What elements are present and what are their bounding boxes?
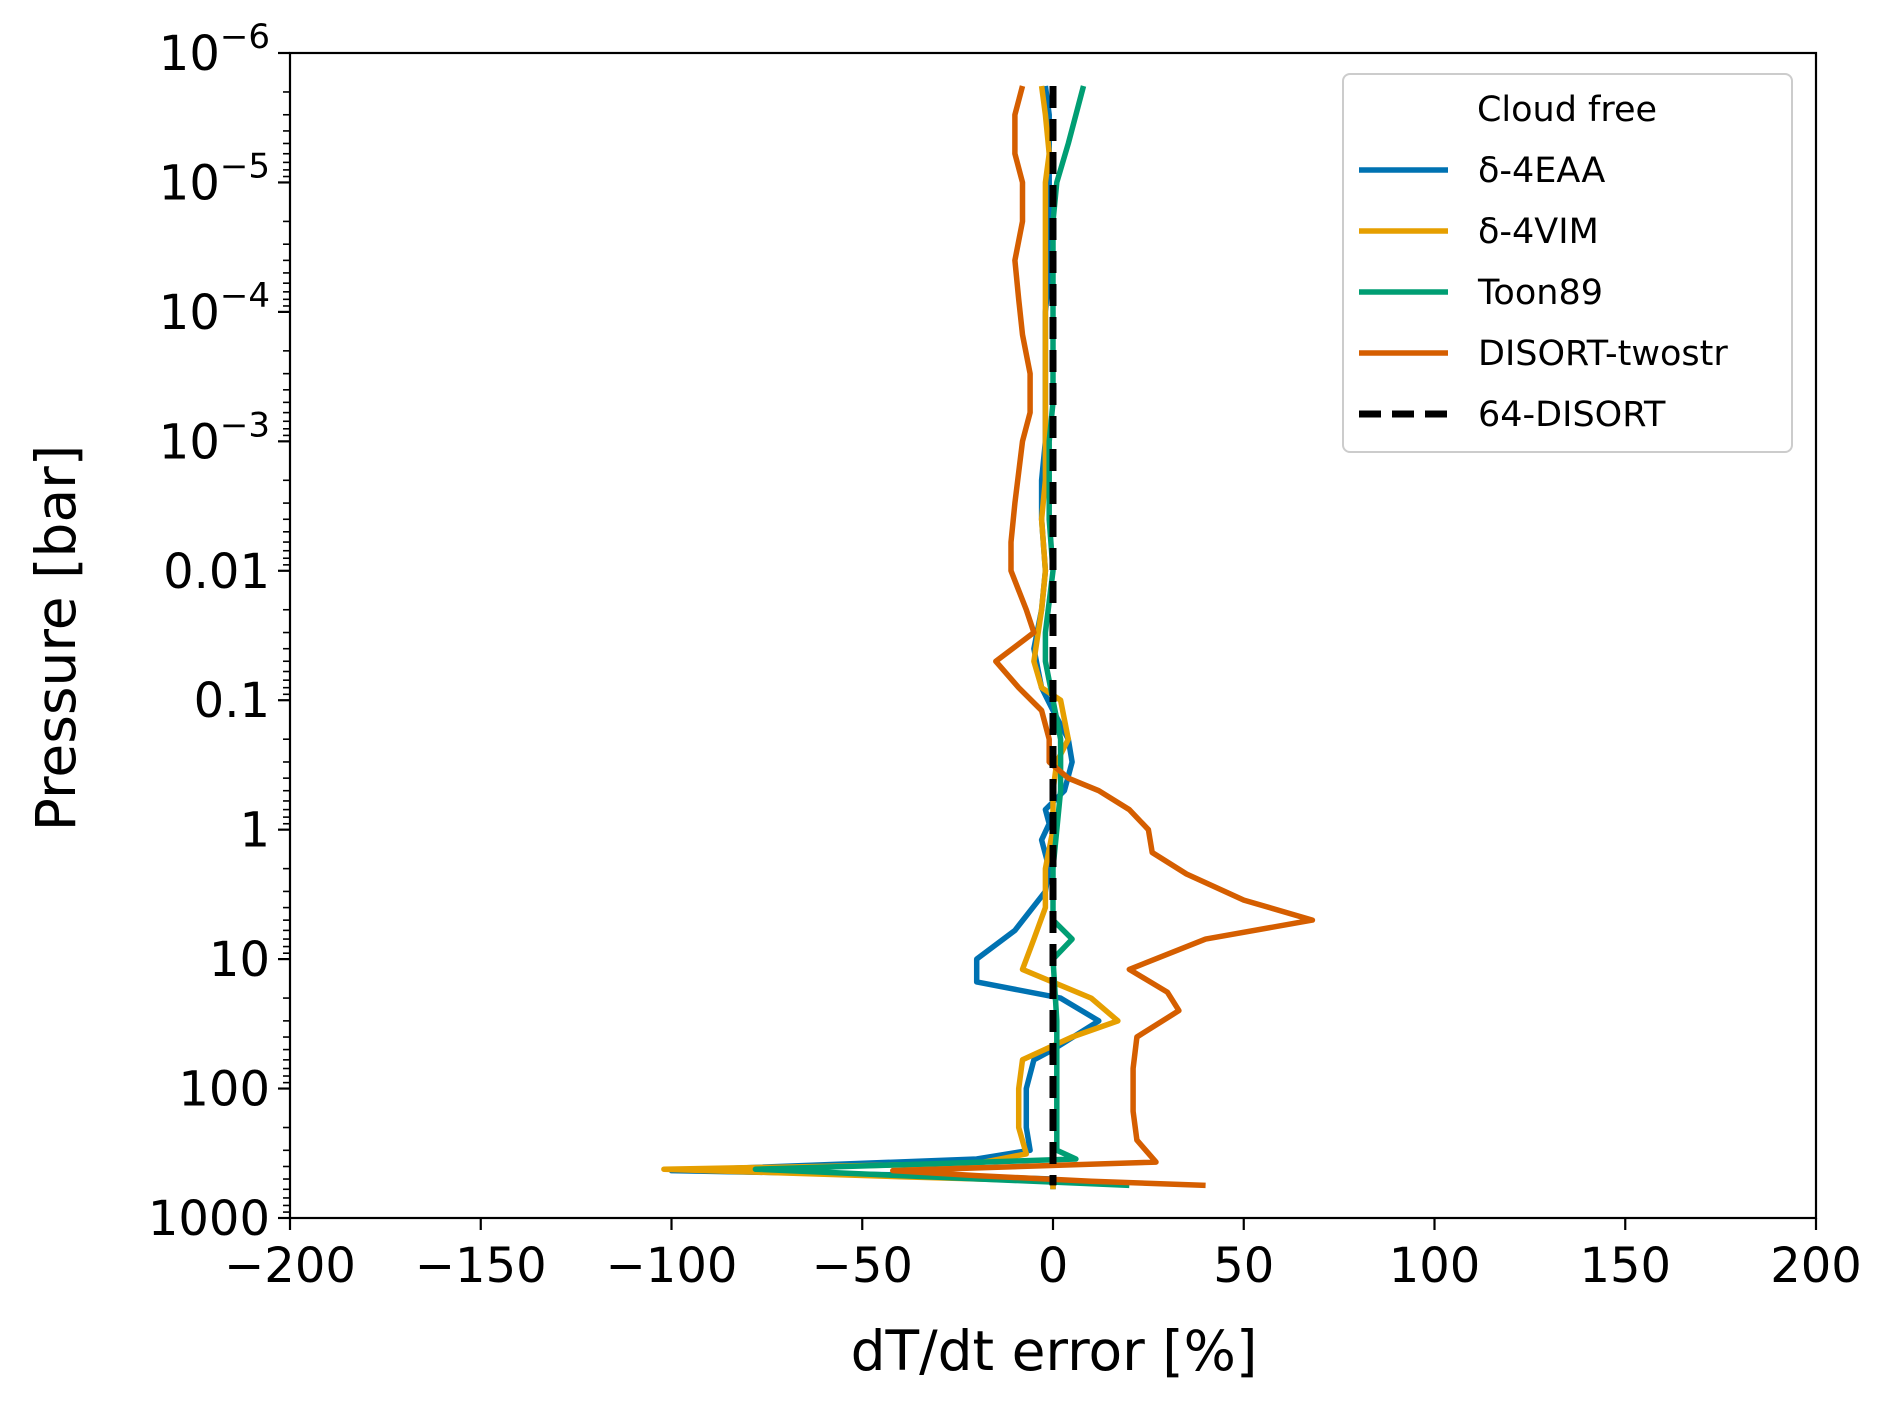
x-tick-label: 50 <box>1213 1238 1274 1294</box>
y-tick-label: 10 <box>209 932 270 988</box>
legend-label: Toon89 <box>1477 273 1603 313</box>
y-tick-base: 10 <box>159 26 220 82</box>
y-tick-exponent: −6 <box>220 17 270 57</box>
legend-label: DISORT-twostr <box>1478 334 1728 374</box>
x-tick-label: −150 <box>415 1238 547 1294</box>
y-tick-label: 1 <box>239 803 270 859</box>
y-tick-base: 10 <box>159 414 220 470</box>
legend: Cloud free δ-4EAA δ-4VIM Toon89 DISORT-twos… <box>1342 73 1793 453</box>
y-axis-label: Pressure [bar] <box>24 445 88 831</box>
y-tick-label: 0.01 <box>163 544 270 600</box>
y-tick-label: 10−5 <box>159 146 270 211</box>
legend-label: 64-DISORT <box>1478 395 1666 435</box>
x-tick-label: −100 <box>606 1238 738 1294</box>
x-tick-label: 200 <box>1770 1238 1862 1294</box>
legend-title: Cloud free <box>1477 90 1657 130</box>
legend-label: δ-4VIM <box>1478 212 1599 252</box>
y-tick-label: 10−3 <box>159 405 270 470</box>
x-tick-label: 100 <box>1389 1238 1481 1294</box>
x-ticks: −200 −150 −100 −50 0 50 100 150 200 <box>224 1218 1862 1294</box>
y-tick-exponent: −4 <box>220 276 270 316</box>
y-tick-base: 10 <box>159 285 220 341</box>
series-line-toon89 <box>752 85 1130 1189</box>
y-tick-label: 100 <box>178 1062 270 1118</box>
x-tick-label: −200 <box>224 1238 356 1294</box>
series-line-disort-twostr <box>890 85 1316 1189</box>
legend-label: δ-4EAA <box>1478 151 1605 191</box>
y-minor-ticks <box>283 91 290 1213</box>
legend-entries: δ-4EAA δ-4VIM Toon89 DISORT-twostr 64-DISORT <box>1359 151 1728 435</box>
x-tick-label: −50 <box>812 1238 913 1294</box>
y-tick-exponent: −5 <box>220 146 270 186</box>
y-tick-exponent: −3 <box>220 405 270 445</box>
x-axis-label: dT/dt error [%] <box>851 1319 1258 1383</box>
plot-frame <box>288 51 1818 1220</box>
y-tick-label: 10−4 <box>159 276 270 341</box>
y-tick-label: 10−6 <box>159 17 270 82</box>
y-tick-base: 10 <box>159 155 220 211</box>
y-tick-label: 0.1 <box>194 673 270 729</box>
legend-box <box>1342 73 1793 453</box>
series-line-4vim <box>661 85 1121 1190</box>
x-tick-label: 150 <box>1579 1238 1671 1294</box>
y-tick-label: 1000 <box>148 1191 270 1247</box>
x-tick-label: 0 <box>1038 1238 1069 1294</box>
series-group <box>661 85 1316 1190</box>
